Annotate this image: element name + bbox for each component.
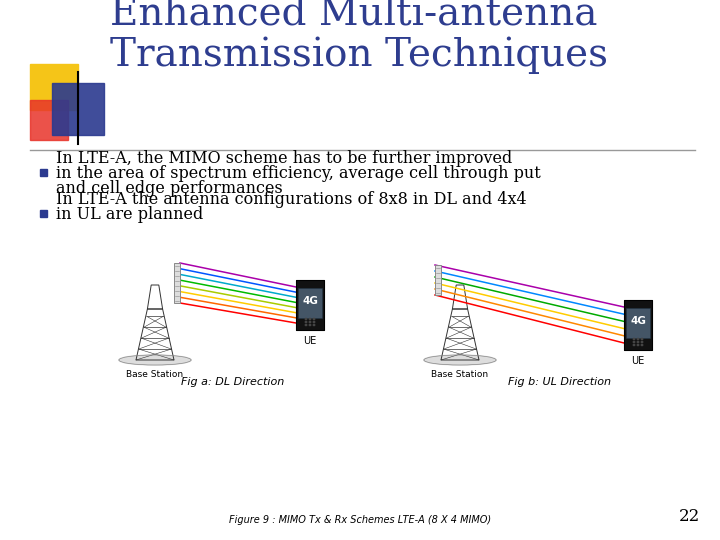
Ellipse shape [642, 341, 643, 342]
Text: Base Station: Base Station [127, 370, 184, 379]
Bar [298, 288, 322, 318]
Ellipse shape [119, 355, 191, 365]
Ellipse shape [305, 321, 307, 322]
Text: Transmission Techniques: Transmission Techniques [110, 37, 608, 74]
Ellipse shape [634, 345, 635, 346]
Text: Base Station: Base Station [431, 370, 489, 379]
Ellipse shape [637, 345, 639, 346]
Bar [40, 210, 47, 217]
Text: and cell edge performances: and cell edge performances [56, 180, 283, 197]
Ellipse shape [642, 345, 643, 346]
Text: In LTE-A, the MIMO scheme has to be further improved: In LTE-A, the MIMO scheme has to be furt… [56, 150, 512, 167]
Ellipse shape [313, 325, 315, 326]
Ellipse shape [310, 319, 311, 320]
Bar [624, 300, 652, 350]
Text: 4G: 4G [302, 296, 318, 306]
Ellipse shape [642, 339, 643, 340]
Bar [296, 280, 324, 330]
Text: in the area of spectrum efficiency, average cell through put: in the area of spectrum efficiency, aver… [56, 165, 541, 182]
Ellipse shape [313, 321, 315, 322]
Bar [40, 169, 47, 176]
Text: UE: UE [303, 336, 317, 346]
Ellipse shape [313, 319, 315, 320]
Text: 4G: 4G [630, 316, 646, 326]
Text: In LTE-A the antenna configurations of 8x8 in DL and 4x4: In LTE-A the antenna configurations of 8… [56, 191, 526, 208]
Bar [626, 308, 650, 338]
Ellipse shape [310, 321, 311, 322]
Text: Fig b: UL Direction: Fig b: UL Direction [508, 377, 611, 387]
Ellipse shape [634, 341, 635, 342]
Text: Fig a: DL Direction: Fig a: DL Direction [181, 377, 284, 387]
Ellipse shape [305, 325, 307, 326]
Bar [52, 83, 104, 135]
Ellipse shape [305, 319, 307, 320]
Bar [435, 265, 441, 295]
Ellipse shape [424, 355, 496, 365]
Bar [30, 64, 78, 110]
Ellipse shape [637, 339, 639, 340]
Text: Figure 9 : MIMO Tx & Rx Schemes LTE-A (8 X 4 MIMO): Figure 9 : MIMO Tx & Rx Schemes LTE-A (8… [229, 515, 491, 525]
Text: UE: UE [631, 356, 644, 366]
Ellipse shape [310, 325, 311, 326]
Text: Enhanced Multi-antenna: Enhanced Multi-antenna [110, 0, 598, 34]
Ellipse shape [637, 341, 639, 342]
Bar [30, 100, 68, 140]
Text: in UL are planned: in UL are planned [56, 206, 203, 223]
Ellipse shape [634, 339, 635, 340]
Text: 22: 22 [679, 508, 700, 525]
Bar [174, 263, 180, 303]
